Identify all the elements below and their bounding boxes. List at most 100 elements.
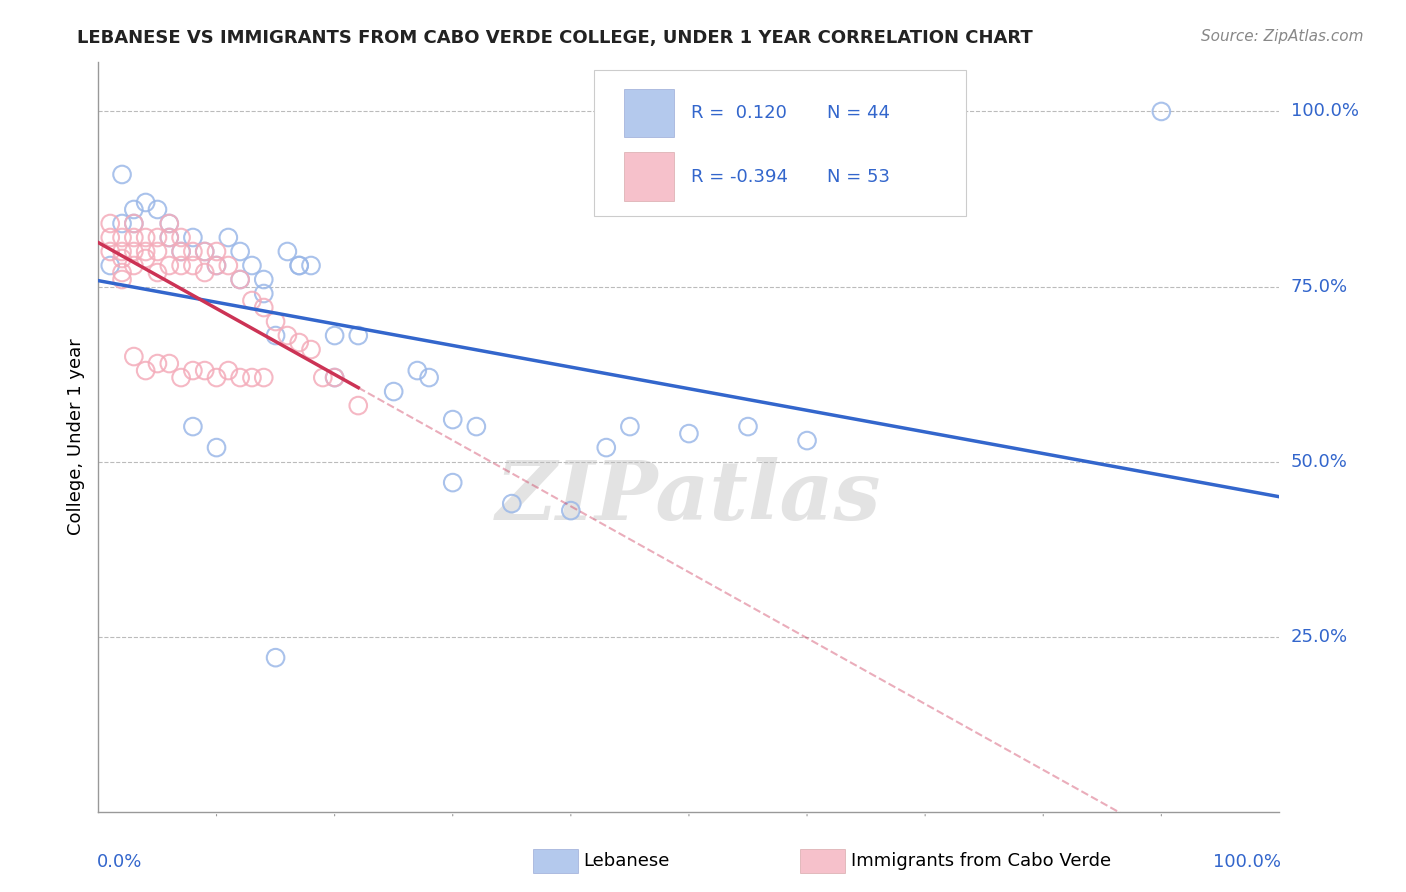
Text: 0.0%: 0.0% [97, 853, 142, 871]
Text: 75.0%: 75.0% [1291, 277, 1348, 295]
Text: R = -0.394: R = -0.394 [692, 168, 789, 186]
Text: Source: ZipAtlas.com: Source: ZipAtlas.com [1201, 29, 1364, 44]
Point [98, 230, 121, 244]
Point [253, 301, 276, 315]
Point [146, 266, 169, 280]
Point [111, 244, 134, 259]
Point [312, 370, 335, 384]
Point [122, 230, 145, 244]
Text: ZIPatlas: ZIPatlas [496, 457, 882, 537]
Point [288, 259, 311, 273]
Text: 100.0%: 100.0% [1212, 853, 1281, 871]
Point [217, 230, 239, 244]
Text: Immigrants from Cabo Verde: Immigrants from Cabo Verde [851, 852, 1111, 870]
Point [253, 286, 276, 301]
Point [229, 370, 252, 384]
Point [323, 328, 346, 343]
Point [181, 259, 204, 273]
Point [157, 230, 180, 244]
Point [796, 434, 818, 448]
Bar [624, 88, 673, 137]
Point [122, 202, 145, 217]
Point [406, 363, 429, 377]
Point [347, 399, 370, 413]
Point [122, 217, 145, 231]
Point [98, 217, 121, 231]
Point [276, 328, 298, 343]
Point [205, 441, 228, 455]
Point [98, 244, 121, 259]
Point [205, 370, 228, 384]
Point [122, 259, 145, 273]
Point [111, 217, 134, 231]
Point [737, 419, 759, 434]
Point [111, 230, 134, 244]
Point [418, 370, 440, 384]
Point [441, 412, 464, 426]
Point [253, 370, 276, 384]
Bar [624, 153, 673, 201]
Point [264, 314, 287, 328]
Point [181, 230, 204, 244]
Point [170, 259, 193, 273]
Point [288, 335, 311, 350]
Point [157, 230, 180, 244]
Y-axis label: College, Under 1 year: College, Under 1 year [66, 339, 84, 535]
Text: 25.0%: 25.0% [1291, 628, 1348, 646]
Point [157, 217, 180, 231]
Text: R =  0.120: R = 0.120 [692, 104, 787, 122]
Point [135, 195, 157, 210]
Point [382, 384, 405, 399]
Point [135, 252, 157, 266]
Point [240, 370, 263, 384]
Text: N = 44: N = 44 [827, 104, 890, 122]
Point [111, 272, 134, 286]
Point [111, 168, 134, 182]
Point [253, 272, 276, 286]
Point [146, 244, 169, 259]
Point [205, 259, 228, 273]
Point [323, 370, 346, 384]
Point [194, 244, 217, 259]
Point [229, 244, 252, 259]
Point [619, 419, 641, 434]
Point [157, 259, 180, 273]
Text: 50.0%: 50.0% [1291, 452, 1347, 471]
Point [264, 328, 287, 343]
Point [560, 503, 582, 517]
Point [229, 272, 252, 286]
Point [465, 419, 488, 434]
Point [501, 497, 523, 511]
Point [122, 217, 145, 231]
Point [1150, 104, 1173, 119]
Point [205, 244, 228, 259]
Point [157, 217, 180, 231]
Point [205, 259, 228, 273]
Point [323, 370, 346, 384]
Point [181, 244, 204, 259]
Point [678, 426, 700, 441]
Text: LEBANESE VS IMMIGRANTS FROM CABO VERDE COLLEGE, UNDER 1 YEAR CORRELATION CHART: LEBANESE VS IMMIGRANTS FROM CABO VERDE C… [77, 29, 1033, 46]
Point [146, 202, 169, 217]
Point [146, 357, 169, 371]
Point [98, 259, 121, 273]
Point [217, 259, 239, 273]
Point [135, 363, 157, 377]
Point [194, 244, 217, 259]
Point [122, 350, 145, 364]
Point [122, 244, 145, 259]
FancyBboxPatch shape [595, 70, 966, 216]
Point [240, 259, 263, 273]
Point [111, 266, 134, 280]
Point [299, 343, 322, 357]
Point [170, 244, 193, 259]
Point [135, 230, 157, 244]
Point [170, 370, 193, 384]
Point [276, 244, 298, 259]
Point [170, 244, 193, 259]
Text: 100.0%: 100.0% [1291, 103, 1358, 120]
Point [595, 441, 617, 455]
Point [194, 266, 217, 280]
Point [181, 363, 204, 377]
Point [441, 475, 464, 490]
